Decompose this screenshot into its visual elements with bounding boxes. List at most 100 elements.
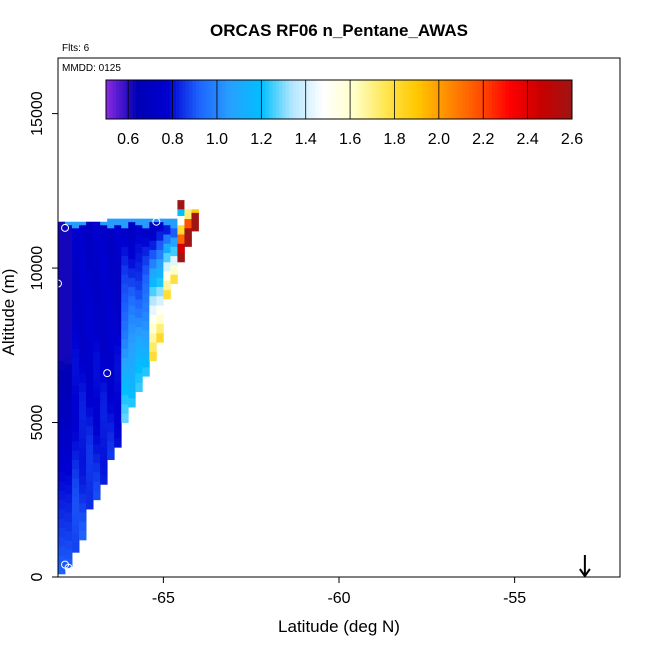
heatmap-cell [58,314,66,325]
heatmap-cell [149,221,157,232]
chart-title: ORCAS RF06 n_Pentane_AWAS [210,21,468,40]
heatmap-cell [86,323,94,334]
x-axis-label: Latitude (deg N) [278,617,400,636]
heatmap-cell [107,329,115,340]
heatmap-cell [184,237,192,247]
heatmap-cell [93,351,101,362]
colorbar-segment [415,80,420,119]
colorbar-segment [215,80,220,119]
colorbar-segment [242,80,247,119]
heatmap-cell [142,329,150,340]
heatmap-cell [93,462,101,473]
colorbar-segment [418,80,423,119]
colorbar-segment [508,80,513,119]
colorbar-segment [345,80,350,119]
heatmap-cell [58,342,66,352]
heatmap-cell [114,308,122,318]
heatmap-cell [79,382,87,393]
heatmap-cell [100,345,108,355]
heatmap-cell [107,339,115,349]
heatmap-cell [58,490,66,501]
colorbar-segment [109,80,114,119]
colorbar-segment [112,80,117,119]
heatmap-cell [177,234,185,244]
heatmap-cell [58,416,66,427]
heatmap-cell [121,283,129,294]
heatmap-cell [128,379,136,389]
heatmap-cell [72,283,80,294]
heatmap-cell [107,422,115,433]
heatmap-cell [86,342,94,352]
heatmap-cell [107,311,115,321]
heatmap-cell [107,227,115,238]
colorbar-segment [472,80,476,119]
heatmap-cell [86,471,94,482]
heatmap-cell [79,521,87,532]
heatmap-cell [107,292,115,303]
heatmap-cell [100,447,108,457]
colorbar-segment [299,80,303,119]
heatmap-cell [79,243,87,254]
colorbar-segment [402,80,407,119]
heatmap-cell [65,502,73,513]
direction-marker [579,555,591,578]
heatmap-cell [177,243,185,254]
heatmap-cell [156,249,164,260]
heatmap-cell [79,261,87,272]
heatmap-cell [114,317,122,328]
heatmap-cell [170,246,178,257]
colorbar-segment [432,80,437,119]
y-tick-label: 15000 [29,91,46,136]
heatmap-cell [93,295,101,306]
heatmap-cell [58,518,66,528]
heatmap-cell [121,394,129,405]
colorbar-segment [219,80,223,119]
heatmap-cell [142,366,150,377]
heatmap-cell [170,274,178,284]
heatmap-cell [114,336,122,346]
heatmap-cell [86,314,94,325]
heatmap-cell [163,234,171,244]
heatmap-cell [128,286,136,297]
heatmap-cell [93,379,101,389]
heatmap-cell [72,274,80,284]
colorbar-segment [438,80,443,119]
colorbar-segment [129,80,134,119]
colorbar-segment [422,80,427,119]
heatmap-cell [121,237,129,247]
colorbar-tick-label: 1.4 [295,131,317,148]
colorbar-segment [458,80,463,119]
colorbar-segment [535,80,540,119]
heatmap-cell [72,533,80,544]
heatmap-cell [142,218,150,229]
heatmap-cell [58,258,66,269]
heatmap-cell [72,478,80,488]
heatmap-cell [100,465,108,476]
heatmap-cell [163,289,171,300]
heatmap-cell [93,258,101,269]
x-tick-label: -55 [503,590,526,607]
heatmap-cell [142,246,150,257]
heatmap-cell [58,231,66,241]
colorbar-segment [498,80,503,119]
heatmap-cell [135,261,143,272]
heatmap-cell [100,363,108,374]
heatmap-cell [72,339,80,349]
heatmap-cell [121,385,129,396]
heatmap-cell [65,549,73,559]
heatmap-cell [149,295,157,306]
colorbar-segment [319,80,323,119]
heatmap-cell [79,493,87,504]
colorbar-segment [149,80,154,119]
heatmap-cell [79,400,87,411]
colorbar-segment [425,80,430,119]
heatmap-cell [79,428,87,439]
heatmap-cell [128,332,136,343]
heatmap-cell [135,308,143,318]
heatmap-cell [58,360,66,371]
heatmap-cell [86,258,94,269]
heatmap-cell [100,410,108,420]
heatmap-cell [128,258,136,269]
colorbar-segment [269,80,273,119]
heatmap-cell [135,345,143,355]
